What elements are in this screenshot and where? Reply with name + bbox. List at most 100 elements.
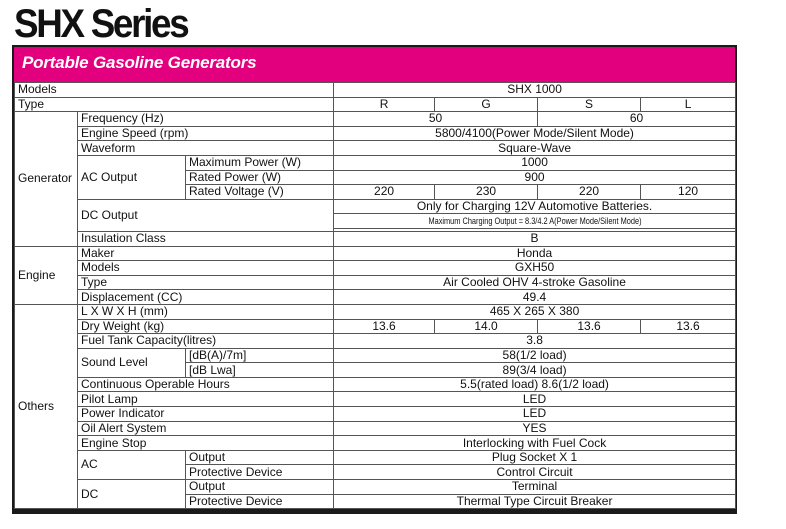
- engine-speed-value: 5800/4100(Power Mode/Silent Mode): [333, 125, 737, 142]
- dry-weight-g: 14.0: [434, 318, 539, 335]
- section-generator: Generator: [14, 111, 78, 247]
- dc-protective-value: Thermal Type Circuit Breaker: [333, 493, 737, 510]
- spec-table: Models SHX 1000 Type R G S L Generator F…: [13, 82, 737, 510]
- table-row: Engine Speed (rpm) 5800/4100(Power Mode/…: [15, 125, 737, 142]
- header-band: Portable Gasoline Generators: [14, 47, 735, 82]
- engine-type-value: Air Cooled OHV 4-stroke Gasoline: [333, 274, 737, 291]
- table-row: Insulation Class B: [15, 230, 737, 247]
- sound-dba-value: 58(1/2 load): [333, 347, 737, 364]
- section-others: Others: [14, 303, 78, 510]
- sound-lwa-value: 89(3/4 load): [333, 362, 737, 378]
- ac-protective-value: Control Circuit: [333, 464, 737, 481]
- ac-output-value: Plug Socket X 1: [333, 449, 737, 466]
- table-row: Protective Device Thermal Type Circuit B…: [15, 493, 737, 510]
- sound-lwa-label: [dB Lwa]: [184, 362, 335, 378]
- table-row: Type Air Cooled OHV 4-stroke Gasoline: [15, 274, 737, 291]
- pilot-lamp-label: Pilot Lamp: [76, 391, 335, 408]
- rated-power-label: Rated Power (W): [184, 169, 335, 186]
- frequency-50: 50: [333, 111, 539, 127]
- dc-output-line1: Only for Charging 12V Automotive Batteri…: [333, 198, 737, 215]
- rated-voltage-label: Rated Voltage (V): [184, 184, 335, 200]
- pilot-lamp-value: LED: [333, 391, 737, 408]
- power-indicator-value: LED: [333, 406, 737, 422]
- table-row: Rated Voltage (V) 220 230 220 120: [15, 184, 737, 200]
- max-power-value: 1000: [333, 154, 737, 171]
- models-label: Models: [13, 82, 335, 98]
- rated-voltage-l: 120: [640, 184, 737, 200]
- table-row: Maximum Charging Output = 8.3/4.2 A(Powe…: [15, 213, 736, 229]
- sound-dba-label: [dB(A)/7m]: [184, 347, 335, 364]
- table-row: AC Output Maximum Power (W) 1000: [15, 154, 737, 200]
- table-row: DC Output Terminal: [15, 479, 737, 510]
- displacement-label: Displacement (CC): [76, 289, 335, 305]
- ac-output-sub-label: Output: [184, 449, 335, 466]
- table-row: Fuel Tank Capacity(litres) 3.8: [15, 333, 737, 349]
- dc-output-sub-label: Output: [184, 479, 335, 495]
- dc-output-label: DC Output: [76, 198, 335, 232]
- insulation-value: B: [333, 230, 737, 247]
- dc-protective-label: Protective Device: [184, 493, 335, 510]
- dry-weight-label: Dry Weight (kg): [76, 318, 335, 335]
- type-l: L: [640, 96, 737, 113]
- dry-weight-l: 13.6: [640, 318, 737, 335]
- engine-models-value: GXH50: [333, 260, 737, 276]
- insulation-label: Insulation Class: [76, 230, 335, 247]
- band-title: Portable Gasoline Generators: [22, 53, 257, 72]
- ac-output-label: AC Output: [77, 154, 186, 200]
- rated-voltage-s: 220: [537, 184, 642, 200]
- table-row: Models GXH50: [15, 260, 737, 276]
- table-row: Power Indicator LED: [15, 406, 737, 422]
- fuel-tank-value: 3.8: [333, 333, 737, 349]
- continuous-hours-value: 5.5(rated load) 8.6(1/2 load): [333, 376, 737, 393]
- max-power-label: Maximum Power (W): [184, 154, 335, 171]
- rated-power-value: 900: [333, 169, 737, 186]
- rated-voltage-g: 230: [434, 184, 539, 200]
- dimensions-value: 465 X 265 X 380: [333, 303, 737, 320]
- page-title: SHX Series: [14, 2, 190, 46]
- section-engine: Engine: [14, 245, 78, 305]
- table-row: [dB Lwa] 89(3/4 load): [15, 362, 737, 378]
- table-row: DC Output Only for Charging 12V Automoti…: [15, 198, 737, 232]
- type-g: G: [434, 96, 539, 113]
- table-row: [15, 227, 737, 232]
- type-label: Type: [13, 96, 335, 113]
- engine-type-label: Type: [76, 274, 335, 291]
- dc-output-spacer: [333, 227, 737, 232]
- dc-label: DC: [77, 479, 186, 510]
- continuous-hours-label: Continuous Operable Hours: [76, 376, 335, 393]
- table-row: Continuous Operable Hours 5.5(rated load…: [15, 376, 737, 393]
- power-indicator-label: Power Indicator: [76, 406, 335, 422]
- engine-stop-value: Interlocking with Fuel Cock: [333, 435, 737, 451]
- ac-label: AC: [77, 449, 186, 481]
- table-row: Type R G S L: [13, 96, 737, 113]
- table-row: Engine Stop Interlocking with Fuel Cock: [15, 435, 737, 451]
- table-row: Dry Weight (kg) 13.6 14.0 13.6 13.6: [15, 318, 737, 335]
- table-row: Oil Alert System YES: [15, 420, 737, 437]
- waveform-value: Square-Wave: [333, 140, 737, 156]
- engine-stop-label: Engine Stop: [76, 435, 335, 451]
- engine-models-label: Models: [76, 260, 335, 276]
- engine-speed-label: Engine Speed (rpm): [76, 125, 335, 142]
- oil-alert-value: YES: [333, 420, 737, 437]
- frequency-60: 60: [537, 111, 737, 127]
- dc-output-value: Terminal: [333, 479, 737, 495]
- table-row: Models SHX 1000: [13, 82, 737, 98]
- sound-level-label: Sound Level: [77, 347, 186, 378]
- table-row: Pilot Lamp LED: [15, 391, 737, 408]
- table-row: Others L X W X H (mm) 465 X 265 X 380: [14, 303, 737, 510]
- table-row: Sound Level [dB(A)/7m] 58(1/2 load): [15, 347, 737, 378]
- table-row: Displacement (CC) 49.4: [15, 289, 737, 305]
- ac-protective-label: Protective Device: [184, 464, 335, 481]
- dimensions-label: L X W X H (mm): [76, 303, 335, 320]
- type-s: S: [537, 96, 642, 113]
- dc-output-line2: Maximum Charging Output = 8.3/4.2 A(Powe…: [369, 213, 700, 229]
- table-row: Engine Maker Honda: [14, 245, 737, 305]
- dry-weight-s: 13.6: [537, 318, 642, 335]
- dry-weight-r: 13.6: [333, 318, 436, 335]
- frequency-label: Frequency (Hz): [76, 111, 335, 127]
- displacement-value: 49.4: [333, 289, 737, 305]
- table-row: Waveform Square-Wave: [15, 140, 737, 156]
- waveform-label: Waveform: [76, 140, 335, 156]
- table-row: Generator Frequency (Hz) 50 60: [14, 111, 737, 247]
- rated-voltage-r: 220: [333, 184, 436, 200]
